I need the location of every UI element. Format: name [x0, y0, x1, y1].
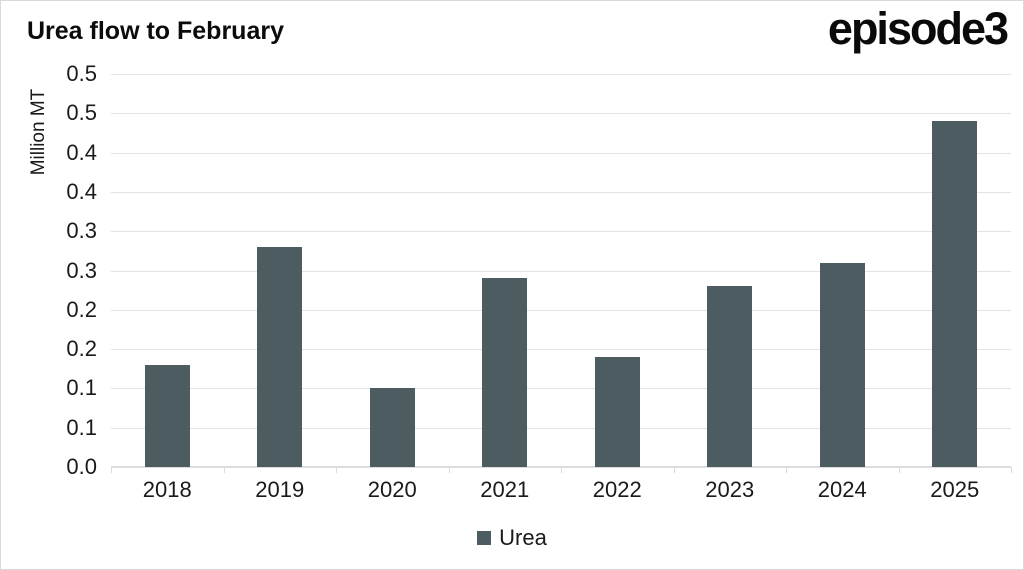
- x-tick-label: 2021: [480, 477, 530, 502]
- y-tick-label: 0.5: [66, 100, 97, 126]
- x-axis-tick: [223, 467, 225, 473]
- legend-label: Urea: [499, 525, 547, 550]
- y-tick-label: 0.4: [66, 178, 97, 204]
- gridline: [111, 74, 1011, 75]
- gridline: [111, 309, 1011, 311]
- y-tick-label: 0.1: [66, 375, 97, 401]
- x-axis-tick: [561, 467, 562, 473]
- bar-2019: [257, 246, 303, 467]
- y-tick-label: 0.3: [66, 257, 97, 283]
- gridline: [111, 349, 1011, 351]
- x-tick-label: 2025: [930, 477, 980, 502]
- legend: Urea: [1, 527, 1023, 549]
- x-tick-label: 2024: [817, 477, 867, 502]
- bar-2022: [594, 356, 640, 467]
- bar-2024: [819, 262, 865, 467]
- x-axis-tick: [336, 467, 337, 473]
- gridline: [111, 388, 1011, 390]
- bar-2025: [932, 121, 978, 467]
- x-axis-tick: [786, 467, 787, 473]
- x-axis-tick: [448, 467, 450, 473]
- y-tick-label: 0.4: [66, 139, 97, 165]
- chart-title: Urea flow to February: [27, 17, 284, 45]
- bar-2023: [707, 286, 753, 467]
- legend-swatch-icon: [477, 531, 492, 545]
- x-tick-label: 2022: [592, 477, 642, 502]
- x-tick-label: 2019: [255, 477, 305, 502]
- y-tick-label: 0.2: [66, 296, 97, 322]
- y-tick-label: 0.2: [66, 336, 97, 362]
- bar-2021: [482, 278, 528, 467]
- gridline: [111, 152, 1011, 154]
- x-axis-tick: [1011, 467, 1012, 473]
- y-tick-label: 0.1: [66, 414, 97, 440]
- y-tick-label: 0.0: [66, 454, 97, 479]
- gridline: [111, 231, 1011, 233]
- y-tick-label: 0.5: [66, 61, 97, 86]
- x-axis-tick: [111, 467, 112, 473]
- x-axis-tick: [673, 467, 675, 473]
- bar-2020: [369, 388, 415, 467]
- gridline: [111, 427, 1011, 429]
- gridline: [111, 113, 1011, 115]
- x-axis-tick: [898, 467, 900, 473]
- x-tick-label: 2018: [142, 477, 192, 502]
- bar-2018: [144, 364, 190, 467]
- y-tick-label: 0.3: [66, 218, 97, 244]
- episode3-logo: episode3: [827, 3, 1009, 54]
- gridline: [111, 270, 1011, 272]
- x-tick-label: 2023: [705, 477, 755, 502]
- x-tick-label: 2020: [367, 477, 417, 502]
- gridline: [111, 191, 1011, 193]
